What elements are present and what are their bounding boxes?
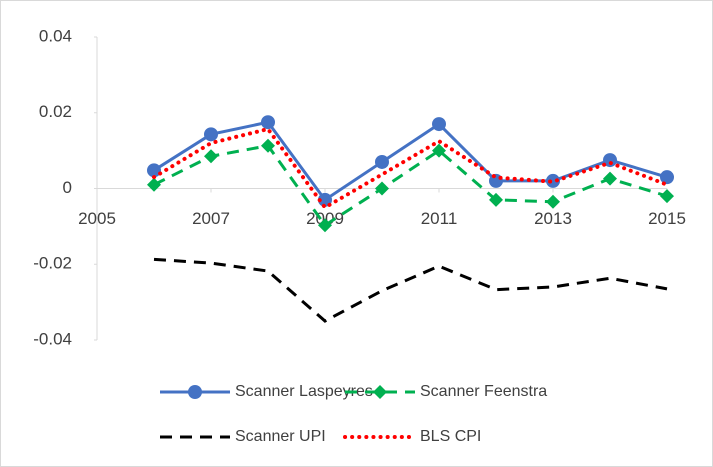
x-tick-label: 2013 — [534, 209, 572, 228]
data-point — [489, 192, 503, 207]
data-point — [318, 218, 332, 233]
x-tick-label: 2007 — [192, 209, 230, 228]
legend-label: Scanner UPI — [235, 428, 326, 445]
y-tick-label: 0.02 — [39, 102, 72, 121]
data-point — [147, 177, 161, 192]
data-point — [660, 189, 674, 204]
legend-label: Scanner Feenstra — [420, 383, 547, 400]
data-point — [147, 163, 161, 178]
x-tick-label: 2011 — [421, 209, 458, 228]
data-point — [603, 153, 617, 168]
y-tick-label: 0.04 — [39, 26, 72, 45]
data-point — [546, 173, 560, 188]
data-point — [603, 171, 617, 186]
data-point — [204, 127, 218, 142]
data-point — [204, 149, 218, 164]
legend-marker — [373, 385, 387, 399]
data-point — [375, 181, 389, 196]
x-tick-label: 2005 — [78, 209, 116, 228]
x-tick-label: 2015 — [648, 209, 686, 228]
legend-label: Scanner Laspeyres — [235, 383, 373, 400]
data-point — [546, 194, 560, 209]
data-point — [432, 143, 446, 158]
y-tick-label: -0.04 — [33, 329, 72, 348]
data-point — [432, 117, 446, 132]
data-point — [261, 138, 275, 153]
y-tick-label: -0.02 — [33, 254, 72, 273]
series-line — [153, 120, 668, 202]
data-point — [660, 170, 674, 185]
series-line — [152, 126, 669, 211]
legend-label: BLS CPI — [420, 428, 481, 445]
data-point — [375, 154, 389, 169]
y-tick-label: 0 — [63, 178, 72, 197]
data-point — [261, 115, 275, 130]
series-line — [153, 257, 668, 323]
legend-marker — [188, 385, 202, 399]
series-line — [153, 144, 668, 228]
